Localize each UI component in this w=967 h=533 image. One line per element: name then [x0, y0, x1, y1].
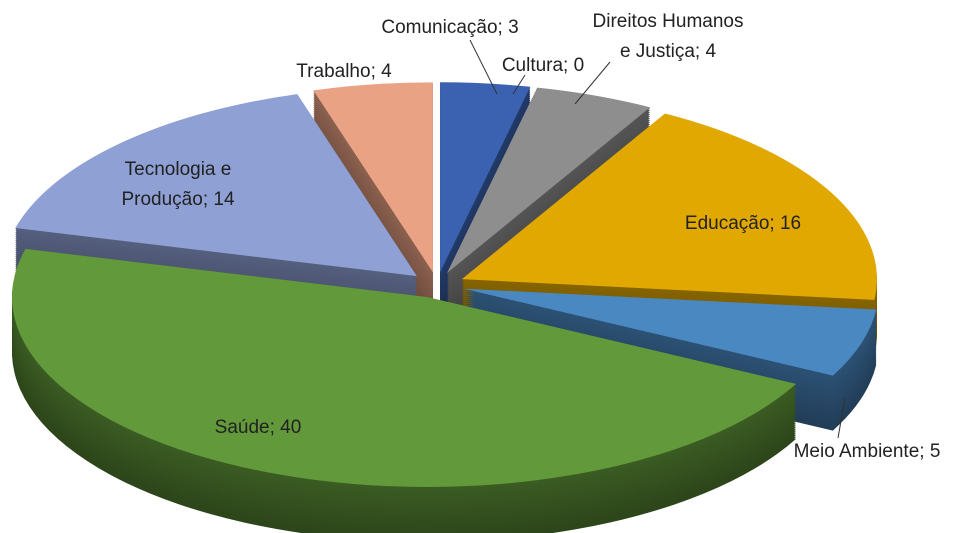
leader-line	[574, 61, 611, 105]
data-label-line: Meio Ambiente; 5	[794, 441, 941, 462]
data-label: Direitos Humanos e Justiça; 4	[593, 11, 744, 62]
data-label: Trabalho; 4	[296, 61, 392, 82]
data-label-line: Direitos Humanos	[593, 11, 744, 32]
slice	[463, 288, 877, 376]
data-label-line: e Justiça; 4	[620, 41, 717, 62]
data-label-line: Trabalho; 4	[296, 61, 392, 82]
slice	[313, 82, 433, 273]
data-label: Tecnologia e Produção; 14	[121, 159, 234, 210]
data-label-line: Educação; 16	[685, 213, 801, 234]
data-label: Meio Ambiente; 5	[794, 441, 941, 462]
slice	[15, 94, 417, 277]
data-label-line: Cultura; 0	[502, 55, 584, 76]
leader-line	[837, 397, 846, 439]
slice	[461, 113, 877, 300]
data-label-line: Comunicação; 3	[381, 17, 518, 38]
data-label-line: Saúde; 40	[215, 417, 302, 438]
slice	[447, 87, 651, 274]
data-label: Cultura; 0	[502, 55, 584, 76]
data-label: Educação; 16	[685, 213, 801, 234]
leader-line	[512, 74, 526, 95]
slice	[11, 248, 797, 487]
data-label-line: Produção; 14	[121, 189, 234, 210]
data-label: Saúde; 40	[215, 417, 302, 438]
leader-line	[469, 39, 498, 95]
slice	[440, 82, 531, 273]
data-label: Comunicação; 3	[381, 17, 518, 38]
data-label-line: Tecnologia e	[125, 159, 232, 180]
